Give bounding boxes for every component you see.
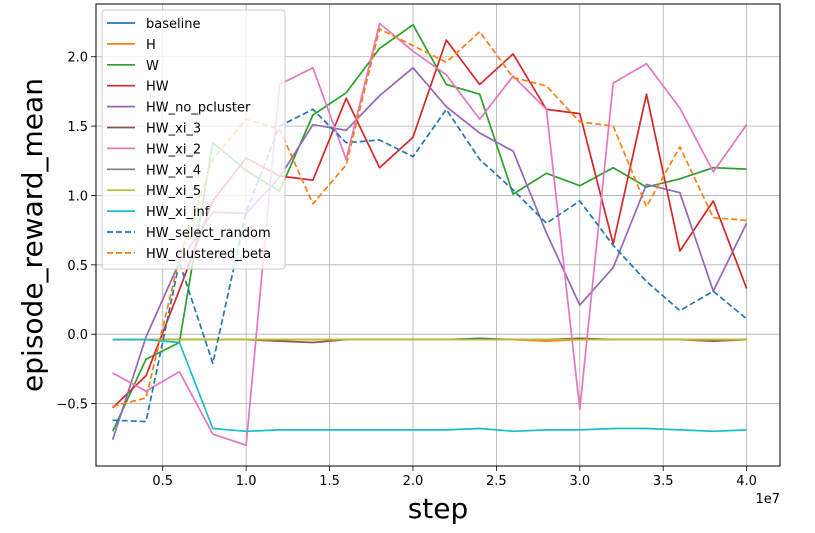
y-tick-label: −0.5 bbox=[56, 398, 88, 413]
x-tick-label: 3.5 bbox=[653, 474, 674, 489]
y-tick-label: 1.5 bbox=[67, 120, 88, 135]
legend-item-label: HW_xi_5 bbox=[146, 184, 201, 199]
y-axis-label: episode_reward_mean bbox=[16, 78, 49, 392]
plot-frame bbox=[95, 3, 781, 467]
grid-lines bbox=[96, 4, 780, 466]
x-tick-label: 1.5 bbox=[319, 474, 340, 489]
legend-item-label: H bbox=[146, 38, 156, 53]
x-tick-label: 2.5 bbox=[486, 474, 507, 489]
y-tick-label: 0.0 bbox=[67, 328, 88, 343]
x-axis-label: step bbox=[408, 492, 469, 525]
y-tick-label: 0.5 bbox=[67, 259, 88, 274]
legend-item-label: HW_xi_4 bbox=[146, 163, 201, 178]
legend-item-label: W bbox=[146, 59, 159, 74]
legend-item-label: HW_xi_2 bbox=[146, 142, 201, 157]
series-line-hw-xi-2 bbox=[112, 22, 748, 447]
y-axis-ticks: −0.5 0.0 0.5 1.0 1.5 2.0 bbox=[56, 51, 96, 413]
legend-item-label: HW_no_pcluster bbox=[146, 101, 251, 116]
x-axis-ticks: 0.5 1.0 1.5 2.0 2.5 3.0 3.5 4.0 bbox=[152, 466, 757, 489]
y-tick-label: 2.0 bbox=[67, 51, 88, 66]
legend: baseline HW HW HW_no_pcluster HW_xi_3 HW_xi_2… bbox=[101, 9, 286, 270]
y-tick-label: 1.0 bbox=[67, 189, 88, 204]
legend-item-label: HW bbox=[146, 80, 169, 95]
x-tick-label: 4.0 bbox=[736, 474, 757, 489]
legend-item-label: HW_select_random bbox=[146, 226, 271, 241]
x-tick-label: 0.5 bbox=[152, 474, 173, 489]
legend-item-label: HW_xi_3 bbox=[146, 122, 201, 137]
x-tick-label: 3.0 bbox=[569, 474, 590, 489]
x-axis-offset-label: 1e7 bbox=[755, 492, 780, 507]
legend-item-label: HW_clustered_beta bbox=[146, 247, 271, 262]
legend-item-label: HW_xi_inf bbox=[146, 205, 210, 220]
x-tick-label: 1.0 bbox=[236, 474, 257, 489]
x-tick-label: 2.0 bbox=[403, 474, 424, 489]
series-line-hw-select-random bbox=[112, 108, 748, 423]
legend-item-label: baseline bbox=[146, 17, 200, 32]
series-line-hw-xi-inf bbox=[112, 338, 747, 433]
legend-box bbox=[101, 9, 286, 270]
